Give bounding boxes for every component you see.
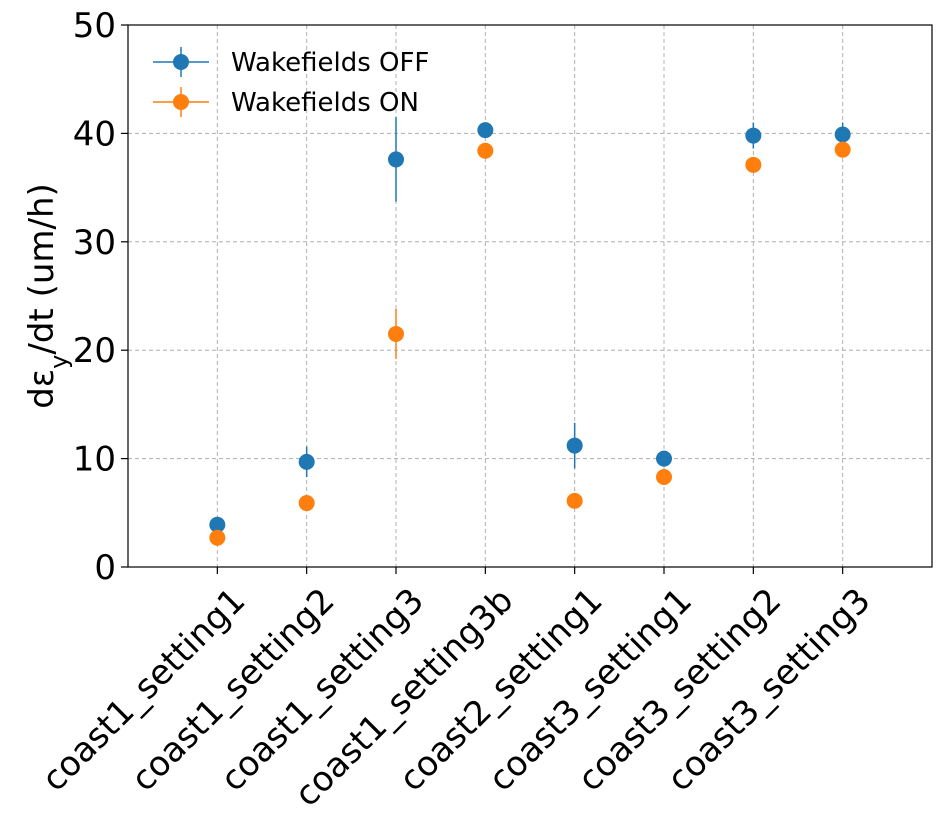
data-point-wakefields-on [209, 529, 226, 546]
y-tick-label: 40 [73, 114, 116, 154]
data-point-wakefields-off [298, 453, 315, 470]
y-tick-label: 20 [73, 331, 116, 371]
legend-label-wakefields-on: Wakefields ON [231, 88, 419, 118]
data-point-wakefields-on [298, 495, 315, 512]
data-point-wakefields-off [656, 450, 672, 467]
y-axis-label: dεy/dt (um/h) [22, 183, 73, 409]
data-point-wakefields-off [388, 151, 404, 168]
data-point-wakefields-on [656, 469, 672, 486]
legend-marker-wakefields-on [173, 94, 189, 110]
y-tick-label: 50 [73, 6, 116, 46]
data-point-wakefields-on [745, 156, 762, 173]
y-tick-label: 0 [94, 548, 116, 588]
legend-label-wakefields-off: Wakefields OFF [231, 48, 429, 78]
y-tick-label: 10 [73, 440, 116, 480]
data-point-wakefields-off [745, 127, 762, 144]
data-points [209, 122, 851, 546]
y-axis-label-subscript: y [45, 355, 73, 369]
plot-frame [127, 24, 933, 568]
y-axis-label-suffix: /dt (um/h) [22, 183, 62, 354]
data-point-wakefields-off [209, 516, 226, 533]
data-point-wakefields-on [477, 142, 494, 159]
legend: Wakefields OFF Wakefields ON [153, 47, 429, 118]
y-axis-label-prefix: dε [22, 369, 62, 409]
data-point-wakefields-on [834, 141, 851, 158]
error-bars [216, 117, 844, 541]
legend-marker-wakefields-off [173, 54, 189, 70]
axis-ticks: 01020304050coast1_setting1coast1_setting… [34, 6, 878, 815]
data-point-wakefields-off [834, 126, 851, 143]
data-point-wakefields-on [388, 325, 404, 342]
y-axis-label-text: dεy/dt (um/h) [22, 183, 73, 409]
y-tick-label: 30 [73, 223, 116, 263]
data-point-wakefields-on [566, 492, 583, 509]
data-point-wakefields-off [566, 437, 583, 454]
data-point-wakefields-off [477, 122, 494, 139]
